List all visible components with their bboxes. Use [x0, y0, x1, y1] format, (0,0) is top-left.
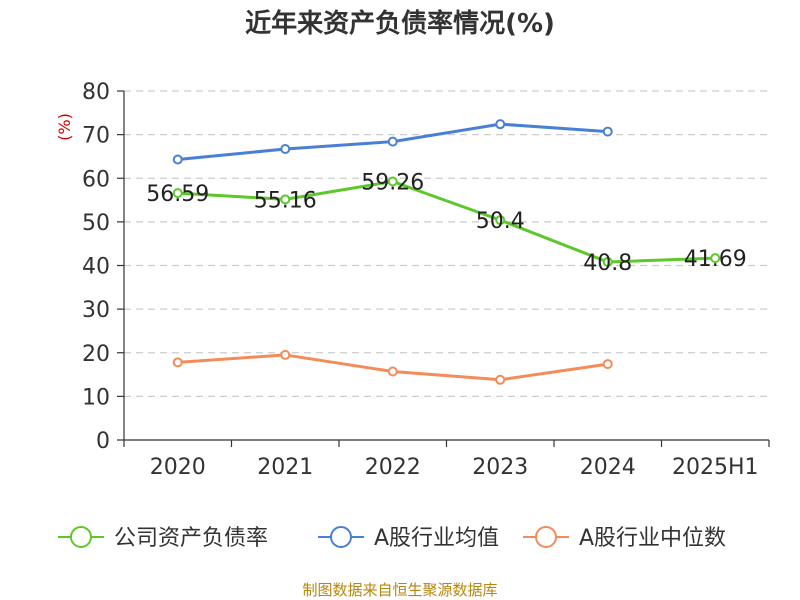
x-tick-label: 2020 — [150, 455, 206, 480]
y-tick-label: 80 — [82, 80, 110, 105]
data-point — [602, 359, 613, 370]
data-point — [387, 176, 398, 187]
y-tick-label: 50 — [82, 211, 110, 236]
y-tick-label: 70 — [82, 124, 110, 149]
legend-label: A股行业均值 — [374, 526, 499, 551]
data-point — [172, 188, 183, 199]
data-point — [602, 257, 613, 268]
x-tick-label: 2024 — [580, 455, 636, 480]
data-point — [602, 126, 613, 137]
x-tick-label: 2022 — [365, 455, 421, 480]
y-axis-unit: (%) — [55, 113, 74, 141]
legend-item[interactable]: 公司资产负债率 — [58, 526, 268, 551]
data-point — [495, 119, 506, 130]
source-note: 制图数据来自恒生聚源数据库 — [302, 581, 497, 599]
legend-swatch-marker — [70, 526, 92, 548]
data-point — [280, 349, 291, 360]
data-label: 50.4 — [476, 209, 525, 234]
legend-swatch-marker — [330, 526, 352, 548]
data-point — [387, 366, 398, 377]
data-point — [710, 253, 721, 264]
y-tick-label: 40 — [82, 255, 110, 280]
y-tick-label: 30 — [82, 298, 110, 323]
y-tick-label: 10 — [82, 385, 110, 410]
data-point — [387, 136, 398, 147]
series-layer — [172, 119, 721, 385]
gridlines — [124, 90, 769, 397]
legend-label: 公司资产负债率 — [114, 526, 268, 551]
data-point — [172, 357, 183, 368]
data-point — [280, 144, 291, 155]
data-point — [172, 154, 183, 165]
y-tick-label: 60 — [82, 167, 110, 192]
data-label: 55.16 — [254, 188, 317, 213]
legend-label: A股行业中位数 — [579, 526, 726, 551]
data-labels: 56.59 55.16 59.26 50.4 40.8 41.69 — [146, 170, 746, 276]
data-label: 56.59 — [146, 182, 209, 207]
legend-item[interactable]: A股行业中位数 — [523, 526, 726, 551]
data-label: 41.69 — [684, 247, 747, 272]
data-label: 40.8 — [583, 251, 632, 276]
x-tick-label: 2023 — [472, 455, 528, 480]
legend-item[interactable]: A股行业均值 — [318, 526, 499, 551]
data-point — [495, 374, 506, 385]
legend: 公司资产负债率 A股行业均值 A股行业中位数 — [58, 526, 726, 551]
legend-swatch-marker — [535, 526, 557, 548]
data-point — [495, 215, 506, 226]
data-point — [280, 194, 291, 205]
y-tick-label: 0 — [96, 429, 110, 454]
axes: 0 10 20 30 40 50 60 70 80 2020 2021 2022 2023 2024 202… — [82, 80, 770, 480]
y-tick-label: 20 — [82, 342, 110, 367]
chart-title: 近年来资产负债率情况(%) — [245, 8, 555, 39]
series-line — [177, 179, 716, 264]
x-tick-label: 2021 — [257, 455, 313, 480]
data-label: 59.26 — [361, 170, 424, 195]
x-tick-label: 2025H1 — [672, 455, 759, 480]
